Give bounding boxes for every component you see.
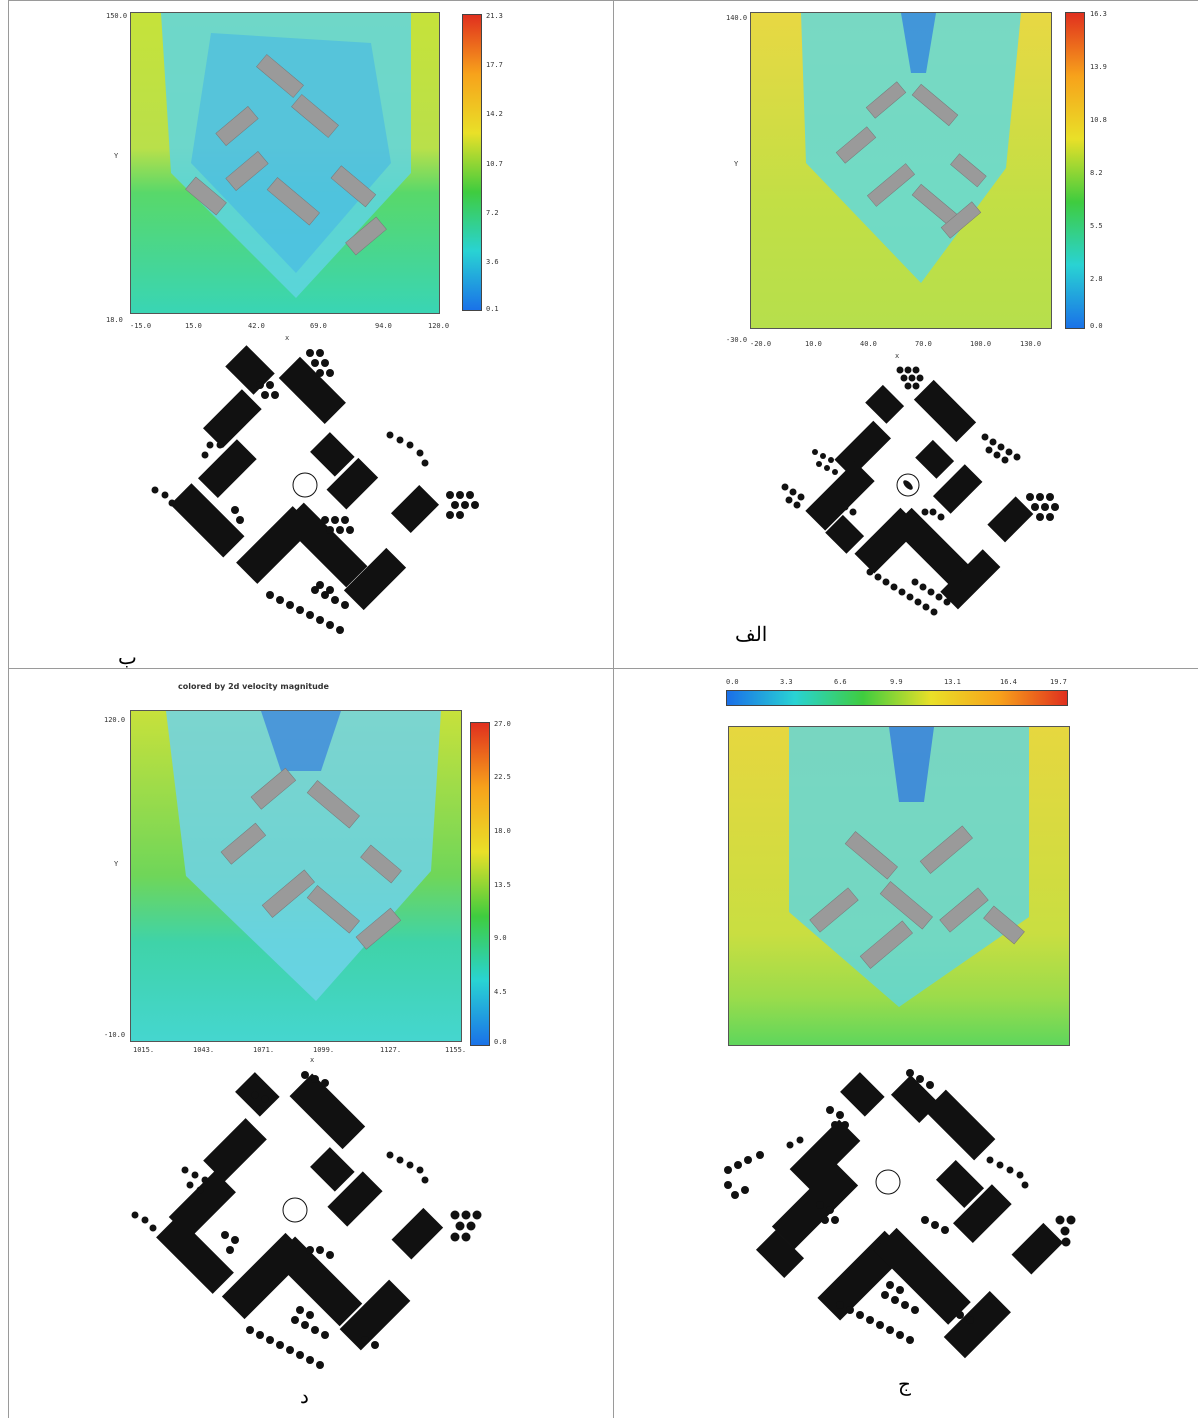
panel-dal-site-plan (131, 1071, 482, 1369)
panel-b-x-label: x (285, 334, 290, 342)
panel-dal-x-tick: 1015. (133, 1046, 155, 1054)
table-divider-vertical (613, 0, 614, 1418)
panel-alef-cbar-tick: 2.8 (1090, 275, 1103, 283)
panel-dal-colorbar (470, 722, 490, 1046)
caption-jim: ج (898, 1372, 911, 1396)
panel-jim-cbar-tick: 0.0 (726, 678, 739, 686)
panel-jim-field-svg (729, 727, 1069, 1045)
panel-dal-cbar-tick: 13.5 (494, 881, 511, 889)
panel-jim-cbar-tick: 19.7 (1050, 678, 1067, 686)
panel-dal-x-tick: 1127. (380, 1046, 402, 1054)
panel-dal-x-tick: 1043. (193, 1046, 215, 1054)
panel-b-cbar-tick: 14.2 (486, 110, 503, 118)
panel-jim-cbar-tick: 9.9 (890, 678, 903, 686)
panel-b-x-tick: 94.0 (375, 322, 392, 330)
panel-b-velocity-field (130, 12, 440, 314)
panel-alef-cbar-tick: 10.8 (1090, 116, 1107, 124)
panel-jim-cbar-tick: 3.3 (780, 678, 793, 686)
panel-b-x-tick: 120.0 (428, 322, 450, 330)
panel-dal-x-tick: 1155. (445, 1046, 467, 1054)
panel-b-x-tick: -15.0 (130, 322, 152, 330)
panel-dal-x-label: x (310, 1056, 315, 1064)
panel-b-site-plan (151, 345, 479, 634)
figure-table (8, 0, 1198, 1418)
panel-dal: colored by 2d velocity magnitude (100, 676, 540, 1064)
panel-b-cbar-tick: 7.2 (486, 209, 499, 217)
panel-b-cbar-tick: 10.7 (486, 160, 503, 168)
panel-b-y-tick: 150.0 (106, 12, 128, 20)
panel-b-cbar-tick: 3.6 (486, 258, 499, 266)
panel-alef-x-tick: 70.0 (915, 340, 932, 348)
panel-dal-cbar-tick: 22.5 (494, 773, 511, 781)
panel-alef-y-tick: -30.0 (726, 336, 748, 344)
panel-dal-cbar-tick: 0.0 (494, 1038, 507, 1046)
panel-b: 21.3 17.7 14.2 10.7 7.2 3.6 0.1 150.0 18… (100, 0, 570, 345)
panel-jim: 0.0 3.3 6.6 9.9 13.1 16.4 19.7 (720, 676, 1080, 1051)
caption-b: ب (118, 645, 137, 669)
panel-dal-cbar-tick: 18.0 (494, 827, 511, 835)
panel-dal-y-tick: 120.0 (104, 716, 126, 724)
panel-dal-y-tick: -10.0 (104, 1031, 126, 1039)
panel-jim-cbar-tick: 13.1 (944, 678, 961, 686)
panel-alef-velocity-field (750, 12, 1052, 329)
panel-alef-y-label: Y (734, 160, 739, 168)
panel-b-colorbar (462, 14, 482, 311)
panel-alef-x-tick: 10.0 (805, 340, 822, 348)
panel-dal-x-tick: 1099. (313, 1046, 335, 1054)
panel-b-x-tick: 42.0 (248, 322, 265, 330)
panel-b-x-tick: 69.0 (310, 322, 327, 330)
panel-b-cbar-tick: 21.3 (486, 12, 503, 20)
panel-b-cbar-tick: 0.1 (486, 305, 499, 313)
panel-alef-cbar-tick: 13.9 (1090, 63, 1107, 71)
panel-alef-y-tick: 140.0 (726, 14, 748, 22)
caption-dal: د (300, 1384, 309, 1408)
panel-alef-x-tick: 130.0 (1020, 340, 1042, 348)
table-divider-horizontal (8, 668, 1198, 669)
panel-b-y-label: Y (114, 152, 119, 160)
panel-dal-velocity-field (130, 710, 462, 1042)
panel-alef-x-label: x (895, 352, 900, 360)
panel-dal-title: colored by 2d velocity magnitude (178, 682, 329, 691)
panel-dal-cbar-tick: 27.0 (494, 720, 511, 728)
panel-dal-x-tick: 1071. (253, 1046, 275, 1054)
panel-b-field-svg (131, 13, 439, 313)
table-border-left (8, 0, 9, 1418)
panel-alef-cbar-tick: 8.2 (1090, 169, 1103, 177)
panel-alef-cbar-tick: 0.0 (1090, 322, 1103, 330)
panel-dal-field-svg (131, 711, 461, 1041)
panel-jim-velocity-field (728, 726, 1070, 1046)
panel-dal-cbar-tick: 4.5 (494, 988, 507, 996)
panel-jim-site-plan (724, 1069, 1076, 1359)
panel-alef-cbar-tick: 5.5 (1090, 222, 1103, 230)
panel-b-x-tick: 15.0 (185, 322, 202, 330)
panel-alef-x-tick: 40.0 (860, 340, 877, 348)
panel-jim-colorbar (726, 690, 1068, 706)
caption-alef: الف (735, 622, 768, 646)
panel-alef-x-tick: -20.0 (750, 340, 772, 348)
panel-alef: 16.3 13.9 10.8 8.2 5.5 2.8 0.0 140.0 -30… (720, 0, 1160, 365)
panel-dal-y-label: Y (114, 860, 119, 868)
panel-jim-cbar-tick: 16.4 (1000, 678, 1017, 686)
panel-jim-cbar-tick: 6.6 (834, 678, 847, 686)
panel-alef-cbar-tick: 16.3 (1090, 10, 1107, 18)
panel-dal-cbar-tick: 9.0 (494, 934, 507, 942)
panel-alef-site-plan (781, 366, 1059, 616)
panel-alef-x-tick: 100.0 (970, 340, 992, 348)
panel-alef-colorbar (1065, 12, 1085, 329)
panel-b-y-tick: 18.0 (106, 316, 123, 324)
panel-alef-field-svg (751, 13, 1051, 328)
panel-b-cbar-tick: 17.7 (486, 61, 503, 69)
table-border-top (8, 0, 1198, 1)
